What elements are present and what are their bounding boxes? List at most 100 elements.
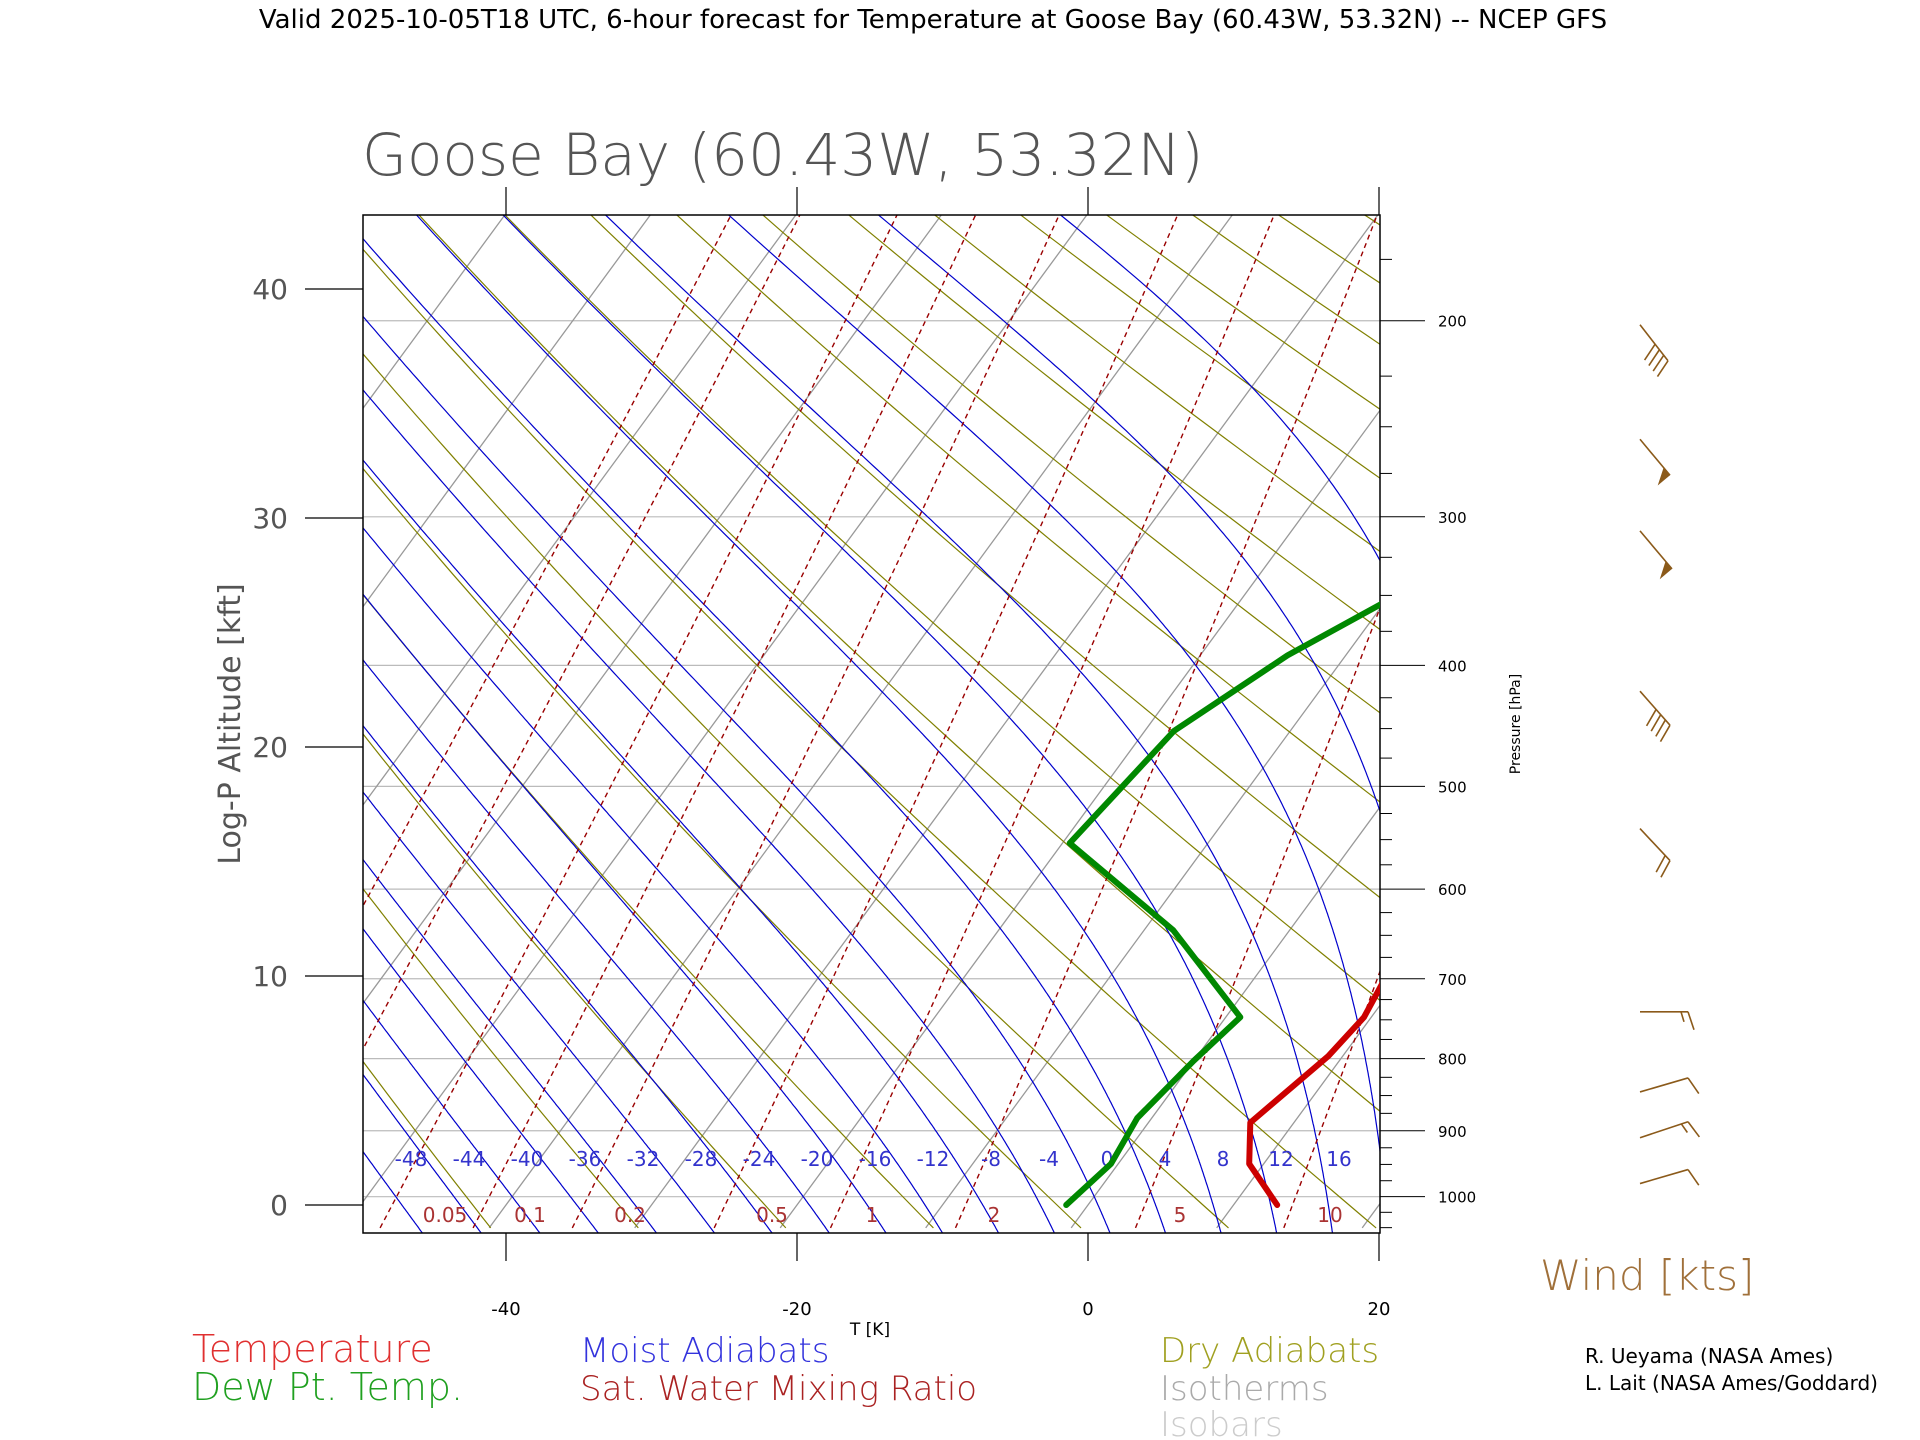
- wind-barb: [1639, 690, 1671, 743]
- pressure-tick-label: 900: [1438, 1123, 1467, 1141]
- credit-2: L. Lait (NASA Ames/Goddard): [1585, 1371, 1878, 1395]
- mixing-ratio-line: [1134, 606, 1380, 1229]
- pressure-tick-label: 600: [1438, 881, 1467, 899]
- y-axis-label: Log-P Altitude [kft]: [213, 583, 248, 864]
- wind-barb: [1639, 324, 1669, 378]
- isotherm-line: [925, 607, 1380, 1229]
- pressure-tick-label: 1000: [1438, 1189, 1476, 1207]
- plot-frame: [362, 214, 1381, 1234]
- wind-barb-full: [1687, 1077, 1700, 1095]
- wind-barb-full: [1687, 1169, 1700, 1186]
- wind-barb-full: [1655, 855, 1666, 873]
- moist-adiabat-line: [363, 791, 716, 1233]
- wind-barb: [1639, 530, 1673, 580]
- wind-barb-full: [1659, 724, 1671, 743]
- dry-adiabat-line: [363, 248, 1377, 1229]
- x-tick-label: 20: [1368, 1299, 1391, 1320]
- isotherm-line: [1361, 1202, 1380, 1229]
- wind-label: Wind [kts]: [1540, 1251, 1754, 1300]
- y-axis: 0 10 20 30 40: [252, 273, 363, 1222]
- background-lines: -48 -44 -40 -36 -32 -28 -24 -20 -16 -12 -8 -4 0 4 8 12 1…: [0, 197, 1920, 1233]
- dry-adiabat-line: [1423, 197, 1920, 1228]
- moist-adiabat-line: [363, 658, 830, 1233]
- isotherms: [0, 197, 1380, 1229]
- moist-adiabat-line: [363, 593, 887, 1233]
- header-text: Valid 2025-10-05T18 UTC, 6-hour forecast…: [259, 5, 1607, 35]
- wind-barb-shaft: [1639, 324, 1669, 362]
- wind-barb-full: [1643, 343, 1656, 361]
- isotherm-line: [634, 215, 1379, 1229]
- mixing-ratio-label: 0.5: [756, 1203, 788, 1227]
- wind-barb-full: [1645, 709, 1657, 727]
- dry-adiabat-line: [363, 353, 1229, 1229]
- mixing-ratio-line: [571, 215, 1060, 1229]
- moist-adiabat-line: [363, 237, 1167, 1233]
- mixing-ratio-line: [713, 215, 1179, 1229]
- dry-adiabat-line: [1019, 215, 1380, 479]
- moist-adiabat-label: -4: [1039, 1147, 1059, 1171]
- wind-barb-shaft: [1639, 1120, 1689, 1139]
- wind-barb-flag: [1659, 561, 1672, 580]
- moist-adiabat-label: -40: [511, 1147, 544, 1171]
- isotherm-line: [363, 215, 652, 608]
- mixing-ratio-label: 2: [988, 1203, 1001, 1227]
- mixing-ratio-line: [1283, 969, 1380, 1229]
- moist-adiabat-line: [877, 215, 1380, 814]
- moist-adiabat-line: [363, 724, 773, 1233]
- mixing-ratio-line: [363, 215, 732, 908]
- wind-barbs: [1639, 324, 1701, 1186]
- moist-adiabat-line: [363, 459, 1000, 1233]
- mixing-ratio-label: 0.2: [614, 1203, 646, 1227]
- moist-adiabat-line: [363, 858, 658, 1233]
- moist-adiabat-label: 8: [1217, 1147, 1230, 1171]
- legend-isobars: Isobars: [1160, 1405, 1283, 1440]
- mixing-ratio-line: [1788, 197, 1920, 1228]
- temperature-profile: [1246, 981, 1380, 1208]
- isotherm-line: [0, 197, 227, 1228]
- pressure-tick-label: 700: [1438, 971, 1467, 989]
- legend-dry-adiabats: Dry Adiabats: [1160, 1331, 1379, 1371]
- dry-adiabat-line: [363, 887, 639, 1229]
- pressure-tick-label: 400: [1438, 657, 1467, 675]
- wind-barb-shaft: [1639, 1168, 1689, 1185]
- wind-barb-half: [1680, 1011, 1685, 1023]
- isobars: [363, 320, 1380, 1198]
- wind-barb-shaft: [1639, 828, 1671, 862]
- wind-barb: [1639, 1120, 1701, 1139]
- mixing-ratio-label: 10: [1317, 1203, 1342, 1227]
- wind-barb-full: [1687, 1011, 1695, 1031]
- dry-adiabat-line: [1191, 215, 1380, 346]
- moist-adiabat-labels: -48 -44 -40 -36 -32 -28 -24 -20 -16 -12 -8 -4 0 4 8 12 1…: [395, 1147, 1352, 1171]
- moist-adiabat-label: 4: [1159, 1147, 1172, 1171]
- dry-adiabat-line: [1105, 215, 1380, 410]
- legend-isotherms: Isotherms: [1160, 1369, 1329, 1409]
- dry-adiabat-line: [363, 467, 1082, 1229]
- dry-adiabat-line: [504, 215, 1380, 1002]
- dry-adiabat-line: [363, 733, 787, 1229]
- moist-adiabat-line: [604, 215, 1334, 1233]
- wind-barb: [1639, 438, 1671, 486]
- wind-barb-full: [1660, 860, 1671, 878]
- moist-adiabat-label: -36: [569, 1147, 602, 1171]
- wind-barb-full: [1650, 714, 1662, 732]
- dry-adiabat-line: [1508, 197, 1920, 1228]
- x-tick-label: -20: [782, 1299, 811, 1320]
- wind-barb: [1639, 1077, 1700, 1095]
- dry-adiabat-line: [933, 215, 1380, 553]
- moist-adiabat-label: -16: [859, 1147, 892, 1171]
- wind-barb-full: [1687, 1121, 1701, 1138]
- wind-barb-shaft: [1639, 438, 1671, 476]
- pressure-tick-label: 800: [1438, 1051, 1467, 1069]
- moist-adiabat-label: -44: [453, 1147, 486, 1171]
- mixing-ratio-label: 5: [1174, 1203, 1187, 1227]
- wind-barb-full: [1652, 354, 1665, 372]
- dry-adiabat-line: [761, 215, 1380, 714]
- wind-barb: [1640, 1010, 1695, 1031]
- dry-adiabat-line: [675, 215, 1380, 803]
- wind-barb-flag: [1657, 467, 1670, 486]
- mixing-ratio-line: [363, 215, 801, 1051]
- dry-adiabat-line: [363, 593, 934, 1229]
- x-axis: -40 -20 0 20: [491, 187, 1390, 1320]
- y-tick-label: 0: [270, 1189, 288, 1222]
